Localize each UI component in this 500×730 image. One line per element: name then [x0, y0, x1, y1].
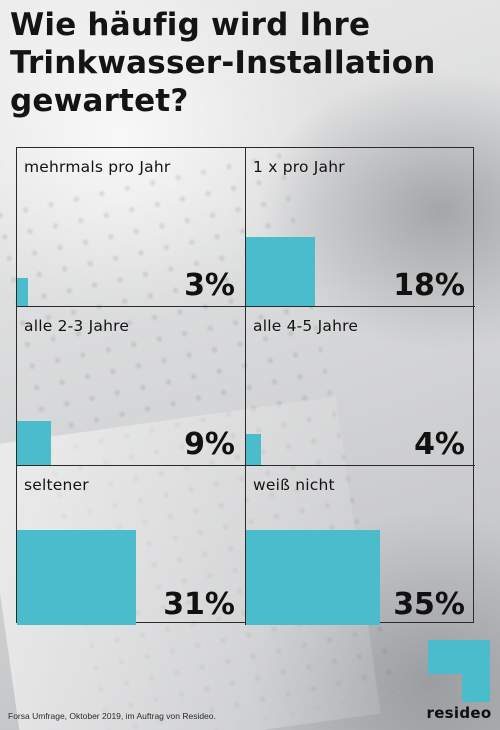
- value-label: 4%: [414, 427, 465, 462]
- value-label: 9%: [184, 427, 235, 462]
- category-label: 1 x pro Jahr: [253, 158, 345, 176]
- chart-cell: seltener 31%: [17, 466, 246, 625]
- category-label: weiß nicht: [253, 476, 335, 494]
- title-line-2: Trinkwasser-Installation: [10, 45, 436, 81]
- chart-title: Wie häufig wird Ihre Trinkwasser-Install…: [10, 6, 490, 120]
- source-note: Forsa Umfrage, Oktober 2019, im Auftrag …: [8, 711, 216, 721]
- resideo-square-logo-icon: [428, 640, 490, 702]
- chart-cell: 1 x pro Jahr 18%: [246, 148, 475, 307]
- value-bar: [17, 277, 29, 306]
- value-bar: [246, 434, 262, 465]
- category-label: alle 2-3 Jahre: [24, 317, 130, 335]
- brand-name: resideo: [426, 704, 492, 722]
- category-label: seltener: [24, 476, 89, 494]
- value-label: 18%: [393, 268, 465, 303]
- value-label: 35%: [393, 587, 465, 622]
- title-line-1: Wie häufig wird Ihre: [10, 7, 371, 43]
- chart-cell: mehrmals pro Jahr 3%: [17, 148, 246, 307]
- value-bar: [246, 530, 381, 625]
- value-label: 31%: [163, 587, 235, 622]
- chart-cell: weiß nicht 35%: [246, 466, 475, 625]
- chart-cell: alle 2-3 Jahre 9%: [17, 307, 246, 466]
- title-line-3: gewartet?: [10, 83, 189, 119]
- value-label: 3%: [184, 268, 235, 303]
- value-bar: [17, 420, 52, 465]
- value-bar: [246, 237, 315, 306]
- category-label: alle 4-5 Jahre: [253, 317, 359, 335]
- chart-grid: mehrmals pro Jahr 3% 1 x pro Jahr 18% alle 2…: [16, 147, 475, 625]
- chart-cell: alle 4-5 Jahre 4%: [246, 307, 475, 466]
- category-label: mehrmals pro Jahr: [24, 158, 171, 176]
- value-bar: [17, 530, 136, 625]
